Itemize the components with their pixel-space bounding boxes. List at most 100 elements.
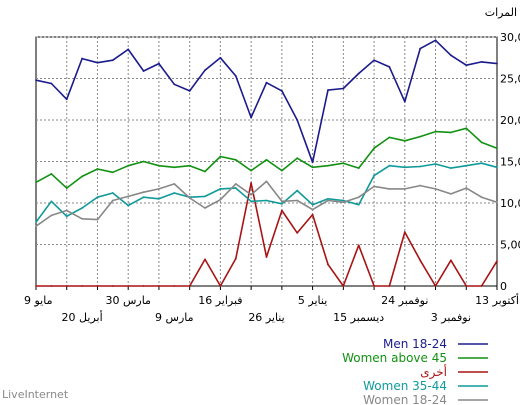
data-point (357, 196, 360, 199)
data-point (111, 171, 114, 174)
data-point (81, 175, 83, 178)
data-point (265, 158, 268, 161)
data-point (465, 187, 468, 189)
data-point (419, 184, 422, 187)
data-point (96, 61, 99, 64)
x-tick-label: 13 أكتوبر (475, 293, 519, 307)
data-point (50, 285, 53, 287)
data-point (311, 213, 314, 216)
x-tick-label: 15 ديسمبر (333, 311, 384, 324)
data-point (357, 244, 360, 247)
x-tick-label: 24 نوفمبر (381, 294, 428, 307)
data-point (450, 54, 452, 57)
data-point (81, 57, 83, 60)
data-point (81, 217, 83, 220)
data-point (496, 62, 498, 65)
legend-label: Men 18-24 (383, 337, 447, 351)
legend-label: Women 35-44 (363, 379, 447, 393)
data-point (65, 285, 68, 287)
data-point (311, 203, 314, 206)
data-point (65, 98, 68, 101)
x-tick-label: 16 فبراير (198, 294, 242, 307)
data-point (265, 199, 268, 202)
data-point (280, 202, 283, 205)
data-point (204, 258, 206, 261)
data-point (280, 209, 283, 212)
data-point (35, 285, 37, 287)
data-point (480, 162, 483, 165)
data-point (327, 263, 329, 266)
data-point (373, 59, 375, 62)
data-point (234, 75, 237, 77)
data-point (111, 192, 114, 194)
data-point (388, 187, 391, 190)
data-point (342, 199, 345, 202)
data-point (111, 59, 114, 62)
data-point (419, 259, 422, 262)
data-point (373, 147, 375, 150)
data-point (81, 207, 83, 209)
watermark: LiveInternet (2, 388, 69, 401)
data-point (265, 81, 268, 84)
data-point (188, 197, 191, 199)
data-point (465, 164, 468, 167)
data-point (35, 221, 37, 223)
grid (35, 36, 498, 290)
data-point (219, 155, 222, 158)
x-tick-label: 3 نوفمبر (431, 311, 471, 324)
x-tick-label: 9 مارس (155, 311, 194, 324)
data-point (188, 285, 191, 287)
data-point (342, 201, 345, 204)
data-point (35, 225, 37, 228)
data-point (357, 167, 360, 170)
y-tick-label: 5,000 (500, 239, 520, 252)
data-point (327, 164, 329, 167)
legend-label: Women 18-24 (363, 393, 447, 405)
data-point (204, 195, 206, 198)
data-point (450, 131, 452, 134)
data-point (65, 215, 68, 218)
data-point (388, 285, 391, 287)
data-point (173, 285, 176, 287)
x-tick-label: 9 مايو (24, 294, 53, 307)
x-tick-labels: 9 مايو 30 مارس 16 فبراير 5 يناير 24 نوفمبر 13… (24, 293, 519, 324)
data-point (111, 285, 114, 287)
y-tick-label: 25,000 (500, 73, 520, 86)
data-point (250, 182, 253, 184)
y-axis-label: المرات (485, 6, 517, 19)
data-point (234, 257, 237, 260)
data-point (280, 200, 283, 203)
data-point (204, 207, 206, 209)
legend-label: Women above 45 (342, 351, 447, 365)
data-point (265, 180, 268, 183)
data-point (434, 187, 437, 190)
data-point (204, 69, 206, 72)
data-point (311, 161, 314, 164)
data-point (50, 214, 53, 217)
data-point (496, 147, 498, 150)
data-point (373, 285, 375, 287)
data-point (465, 64, 468, 67)
data-point (311, 208, 314, 211)
data-point (96, 285, 99, 287)
data-point (142, 70, 145, 72)
data-point (127, 164, 130, 167)
x-tick-label: 5 يناير (298, 294, 327, 307)
data-point (327, 197, 329, 200)
data-point (81, 285, 83, 287)
data-point (234, 183, 237, 185)
data-point (142, 196, 145, 199)
data-point (280, 169, 283, 172)
data-point (296, 199, 299, 202)
data-point (434, 130, 437, 133)
data-point (419, 135, 422, 138)
data-point (357, 203, 360, 206)
data-point (127, 195, 130, 198)
data-point (419, 47, 422, 50)
data-point (188, 90, 191, 92)
data-point (96, 168, 99, 170)
data-point (403, 166, 406, 169)
data-point (219, 187, 222, 190)
data-point (342, 87, 345, 90)
